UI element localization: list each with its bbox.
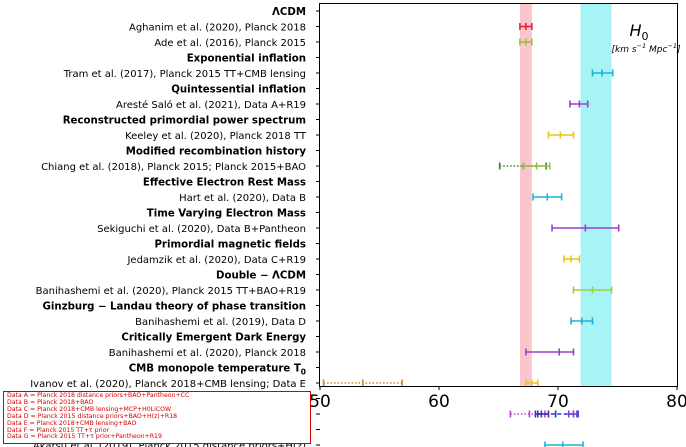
error-bar	[591, 69, 614, 77]
unit-end: ]	[676, 45, 681, 55]
plot-frame	[319, 3, 678, 387]
section-heading: Double − ΛCDM	[216, 270, 306, 281]
tension-bands	[519, 4, 612, 386]
section-heading: Critically Emergent Dark Energy	[121, 332, 306, 343]
legend-note: Data D = Planck 2015 distance priors+BAO…	[7, 412, 178, 420]
error-bar	[322, 379, 403, 387]
study-label: Banihashemi et al. (2020), Planck 2015 T…	[36, 286, 306, 297]
error-bar	[569, 100, 589, 108]
unit-tail-sup: −1	[667, 42, 677, 50]
error-bar	[567, 410, 580, 418]
error-bar	[534, 410, 550, 418]
legend-note: Data C = Planck 2018+CMB lensing+MCP+H0L…	[7, 405, 172, 413]
error-bar	[570, 317, 594, 325]
title-subscript: 0	[642, 30, 649, 43]
tension-band	[519, 4, 532, 386]
tension-band	[580, 4, 612, 386]
study-label: Aghanim et al. (2020), Planck 2018	[129, 22, 306, 33]
study-label: Hart et al. (2020), Data B	[179, 193, 306, 204]
unit-label: [km s−1 Mpc−1]	[611, 42, 681, 55]
study-label: Banihashemi et al. (2019), Data D	[135, 317, 306, 328]
study-label: Ade et al. (2016), Planck 2015	[154, 38, 306, 49]
study-label: Tram et al. (2017), Planck 2015 TT+CMB l…	[63, 69, 306, 80]
unit-sup: −1	[637, 42, 647, 50]
section-heading: CMB monopole temperature T0	[129, 363, 306, 376]
study-label: Chiang et al. (2018), Planck 2015; Planc…	[41, 162, 306, 173]
section-heading: Ginzburg − Landau theory of phase transi…	[43, 301, 306, 312]
chart-title: H0	[629, 21, 648, 43]
legend-note: Data A = Planck 2018 distance priors+BAO…	[7, 392, 190, 399]
x-tick-label: 70	[547, 392, 569, 412]
x-tick-label: 60	[428, 392, 450, 412]
legend-note: Data B = Planck 2018+BAO	[7, 398, 94, 406]
section-heading: Effective Electron Rest Mass	[143, 177, 306, 188]
legend-note: Data F = Planck 2015 TT+τ prior	[7, 426, 110, 434]
error-bar	[547, 131, 575, 139]
title-main: H	[629, 21, 641, 40]
error-bar	[525, 348, 575, 356]
study-label: Aresté Saló et al. (2021), Data A+R19	[116, 99, 306, 111]
legend-note: Data G = Planck 2015 TT+τ prior+Pantheon…	[7, 433, 162, 441]
section-heading: Reconstructed primordial power spectrum	[63, 115, 306, 126]
section-heading: Time Varying Electron Mass	[147, 208, 306, 219]
row-labels: ΛCDM Aghanim et al. (2020), Planck 2018 Ad…	[30, 7, 320, 447]
section-heading: Modified recombination history	[126, 146, 307, 157]
error-bar	[563, 255, 581, 263]
measurement-marks	[322, 23, 620, 447]
error-bar	[532, 193, 563, 201]
error-bar	[522, 162, 551, 170]
error-bar	[572, 286, 613, 294]
study-label: Sekiguchi et al. (2020), Data B+Pantheon	[97, 224, 306, 235]
dataset-legend: Data A = Planck 2018 distance priors+BAO…	[3, 391, 311, 444]
error-bar	[519, 23, 533, 30]
section-heading: Primordial magnetic fields	[154, 239, 306, 250]
unit-main: [km s	[611, 45, 636, 55]
x-axis: 50 60 70 80	[309, 386, 686, 412]
label-subscript: 0	[301, 367, 306, 376]
section-heading: Exponential inflation	[187, 53, 306, 64]
study-label: Keeley et al. (2020), Planck 2018 TT	[125, 131, 307, 142]
study-label: Jedamzik et al. (2020), Data C+R19	[126, 255, 306, 266]
error-bar	[525, 379, 539, 387]
section-heading: ΛCDM	[272, 7, 306, 18]
study-label: Ivanov et al. (2020), Planck 2018+CMB le…	[30, 379, 306, 390]
section-heading: Quintessential inflation	[171, 84, 306, 95]
unit-tail: Mpc	[646, 45, 667, 55]
study-label: Banihashemi et al. (2020), Planck 2018	[109, 348, 306, 359]
error-bar	[544, 441, 584, 447]
error-bar	[551, 224, 620, 232]
legend-note: Data E = Planck 2018+CMB lensing+BAO	[7, 419, 137, 427]
error-bar	[519, 38, 533, 46]
x-tick-label: 80	[666, 392, 686, 412]
x-tick-label: 50	[309, 392, 331, 412]
